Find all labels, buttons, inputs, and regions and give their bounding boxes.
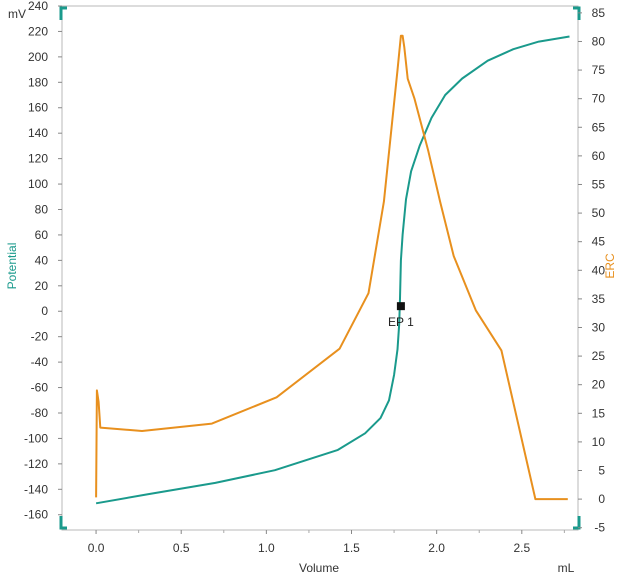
left-axis-unit: mV bbox=[8, 7, 26, 21]
left-tick-label: 140 bbox=[28, 126, 48, 140]
endpoint-label: EP 1 bbox=[388, 315, 414, 329]
left-tick-label: -80 bbox=[31, 406, 49, 420]
right-tick-label: 5 bbox=[598, 464, 605, 478]
right-tick-label: 15 bbox=[592, 406, 606, 420]
left-tick-label: 180 bbox=[28, 75, 48, 89]
left-tick-label: -100 bbox=[24, 431, 48, 445]
right-tick-label: 80 bbox=[592, 34, 606, 48]
x-tick-label: 0.0 bbox=[88, 541, 105, 555]
endpoint-marker bbox=[396, 302, 405, 311]
left-tick-label: 60 bbox=[35, 228, 49, 242]
right-tick-label: 20 bbox=[592, 378, 606, 392]
left-tick-label: 240 bbox=[28, 0, 48, 13]
left-tick-label: 200 bbox=[28, 50, 48, 64]
x-tick-label: 1.0 bbox=[258, 541, 275, 555]
left-tick-label: 120 bbox=[28, 152, 48, 166]
right-tick-label: 25 bbox=[592, 349, 606, 363]
right-axis-bracket bbox=[573, 6, 581, 20]
x-tick-label: 2.5 bbox=[513, 541, 530, 555]
right-tick-label: 65 bbox=[592, 120, 606, 134]
x-tick-label: 0.5 bbox=[173, 541, 190, 555]
left-tick-label: 100 bbox=[28, 177, 48, 191]
left-axis-label: Potential bbox=[5, 243, 19, 290]
right-tick-label: 45 bbox=[592, 235, 606, 249]
erc-series-line bbox=[95, 34, 568, 501]
left-tick-label: 160 bbox=[28, 101, 48, 115]
left-axis-bracket bbox=[59, 6, 67, 20]
x-axis-label: Volume bbox=[299, 561, 339, 575]
right-tick-label: 70 bbox=[592, 92, 606, 106]
right-tick-label: 10 bbox=[592, 435, 606, 449]
left-tick-label: 0 bbox=[41, 304, 48, 318]
right-axis-label: ERC bbox=[603, 253, 617, 279]
right-tick-label: 85 bbox=[592, 6, 606, 20]
right-tick-label: 40 bbox=[592, 263, 606, 277]
x-axis-unit: mL bbox=[558, 561, 575, 575]
left-tick-label: 220 bbox=[28, 24, 48, 38]
left-tick-label: -140 bbox=[24, 482, 48, 496]
left-tick-label: -40 bbox=[31, 355, 49, 369]
right-tick-label: 55 bbox=[592, 177, 606, 191]
left-tick-label: 80 bbox=[35, 202, 49, 216]
right-tick-label: 75 bbox=[592, 63, 606, 77]
left-axis-bracket bbox=[59, 516, 67, 530]
right-axis-bracket bbox=[573, 516, 581, 530]
plot-frame bbox=[61, 5, 579, 531]
right-tick-label: 35 bbox=[592, 292, 606, 306]
left-tick-label: -120 bbox=[24, 457, 48, 471]
right-tick-label: 50 bbox=[592, 206, 606, 220]
left-tick-label: 20 bbox=[35, 279, 49, 293]
potential-series-line bbox=[95, 35, 570, 505]
right-tick-label: 0 bbox=[598, 492, 605, 506]
right-tick-label: -5 bbox=[594, 521, 605, 535]
left-tick-label: -160 bbox=[24, 508, 48, 522]
left-tick-label: -60 bbox=[31, 381, 49, 395]
x-tick-label: 2.0 bbox=[428, 541, 445, 555]
left-tick-label: -20 bbox=[31, 330, 49, 344]
left-tick-label: 40 bbox=[35, 253, 49, 267]
x-tick-label: 1.5 bbox=[343, 541, 360, 555]
right-tick-label: 60 bbox=[592, 149, 606, 163]
right-tick-label: 30 bbox=[592, 320, 606, 334]
